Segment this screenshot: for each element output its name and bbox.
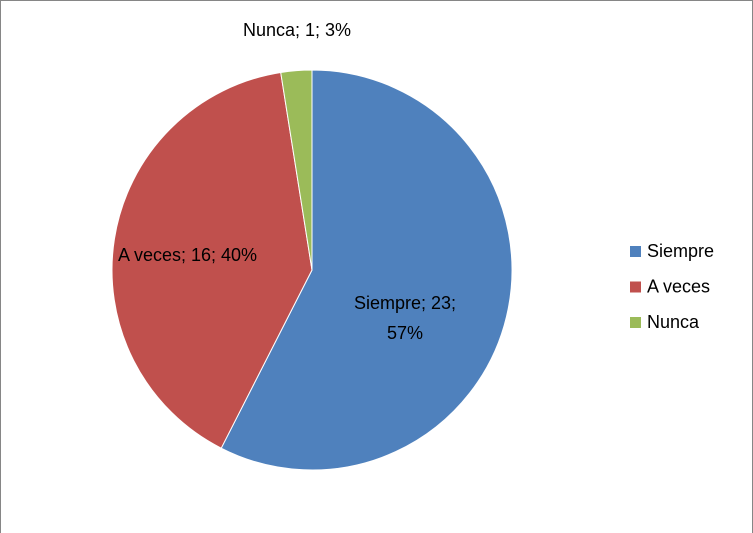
- pie-slice: [280, 69, 313, 271]
- data-label: Nunca; 1; 3%: [242, 20, 352, 40]
- legend-swatch: [630, 281, 641, 293]
- legend-label: Nunca: [647, 312, 700, 332]
- legend-label: Siempre: [647, 241, 714, 261]
- legend-label: A veces: [647, 276, 710, 296]
- pie-slice: [220, 69, 513, 471]
- data-label: A veces; 16; 40%: [117, 245, 258, 265]
- legend-swatch: [630, 246, 641, 257]
- data-label: Siempre; 23; 57%: [353, 293, 457, 343]
- pie-slice: [111, 71, 313, 449]
- legend-swatch: [630, 317, 641, 328]
